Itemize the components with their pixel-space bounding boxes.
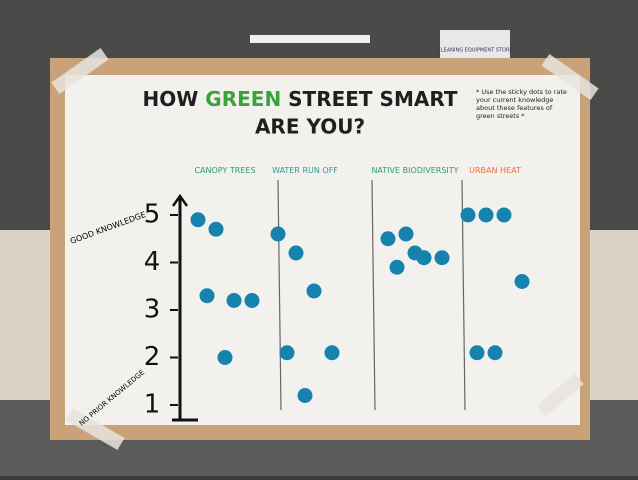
sticky-dot [271,227,286,242]
chart-title: ARE YOU? [255,115,365,139]
column-header: CANOPY TREES [180,166,270,176]
column-header: NATIVE BIODIVERSITY [370,166,460,176]
title-word: HOW [143,87,199,111]
sign-text: CLEANING EQUIPMENT STORE [437,48,512,54]
sticky-dot [209,222,224,237]
sticky-dot [488,345,503,360]
chart-title: HOW GREEN STREET SMART [143,87,458,111]
note: * Use the sticky dots to rate your curre… [476,88,568,120]
ceiling-light [250,35,370,43]
sticky-dot [479,208,494,223]
sticky-dot [289,246,304,261]
sticky-dot [408,246,423,261]
y-tick-label: 1 [144,390,161,420]
sticky-dot [200,288,215,303]
y-tick-label: 4 [144,247,161,277]
column-header: WATER RUN OFF [260,166,350,176]
column-header-box: WATER RUN OFF [260,166,350,194]
sticky-dot [218,350,233,365]
column-header-box: URBAN HEAT [450,166,540,194]
sticky-dot [461,208,476,223]
sticky-dot [390,260,405,275]
sticky-dot [227,293,242,308]
y-tick-label: 2 [144,342,161,372]
column-header-box: NATIVE BIODIVERSITY [370,166,460,194]
note-box: * Use the sticky dots to rate your curre… [476,88,568,150]
chart: CLEANING EQUIPMENT STORE HOW GREEN STREE… [0,0,638,476]
title-word: STREET SMART [288,87,458,111]
column-header-box: CANOPY TREES [180,166,270,194]
y-tick-label: 5 [144,200,161,230]
title-highlight: GREEN [205,87,281,111]
sticky-dot [191,212,206,227]
sticky-dot [280,345,295,360]
sticky-dot [497,208,512,223]
column-header: URBAN HEAT [450,166,540,176]
sticky-dot [381,231,396,246]
sticky-dot [470,345,485,360]
sticky-dot [325,345,340,360]
sticky-dot [307,284,322,299]
sticky-dot [435,250,450,265]
sticky-dot [399,227,414,242]
sticky-dot [515,274,530,289]
sticky-dot [298,388,313,403]
sticky-dot [245,293,260,308]
page: CLEANING EQUIPMENT STORE HOW GREEN STREE… [0,0,638,476]
y-tick-label: 3 [144,295,161,325]
